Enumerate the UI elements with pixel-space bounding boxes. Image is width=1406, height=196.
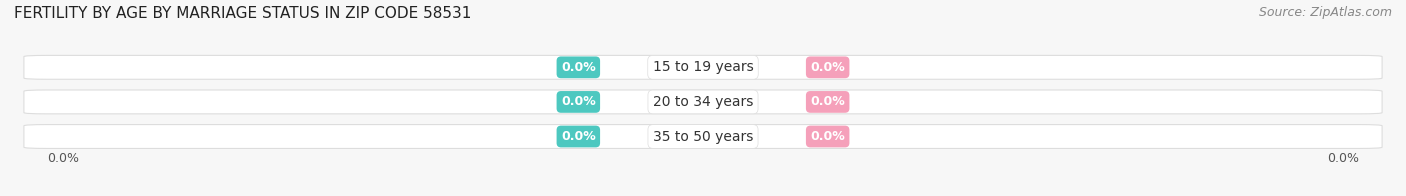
Text: 0.0%: 0.0% (561, 95, 596, 108)
Text: Source: ZipAtlas.com: Source: ZipAtlas.com (1258, 6, 1392, 19)
Text: 35 to 50 years: 35 to 50 years (652, 130, 754, 143)
Text: 0.0%: 0.0% (810, 130, 845, 143)
Text: FERTILITY BY AGE BY MARRIAGE STATUS IN ZIP CODE 58531: FERTILITY BY AGE BY MARRIAGE STATUS IN Z… (14, 6, 471, 21)
FancyBboxPatch shape (24, 55, 1382, 79)
Text: 0.0%: 0.0% (561, 61, 596, 74)
FancyBboxPatch shape (24, 125, 1382, 148)
Text: 0.0%: 0.0% (810, 95, 845, 108)
FancyBboxPatch shape (24, 90, 1382, 114)
Text: 0.0%: 0.0% (46, 152, 79, 165)
Text: 0.0%: 0.0% (1327, 152, 1360, 165)
Text: 0.0%: 0.0% (810, 61, 845, 74)
Text: 20 to 34 years: 20 to 34 years (652, 95, 754, 109)
Text: 0.0%: 0.0% (561, 130, 596, 143)
Text: 15 to 19 years: 15 to 19 years (652, 60, 754, 74)
